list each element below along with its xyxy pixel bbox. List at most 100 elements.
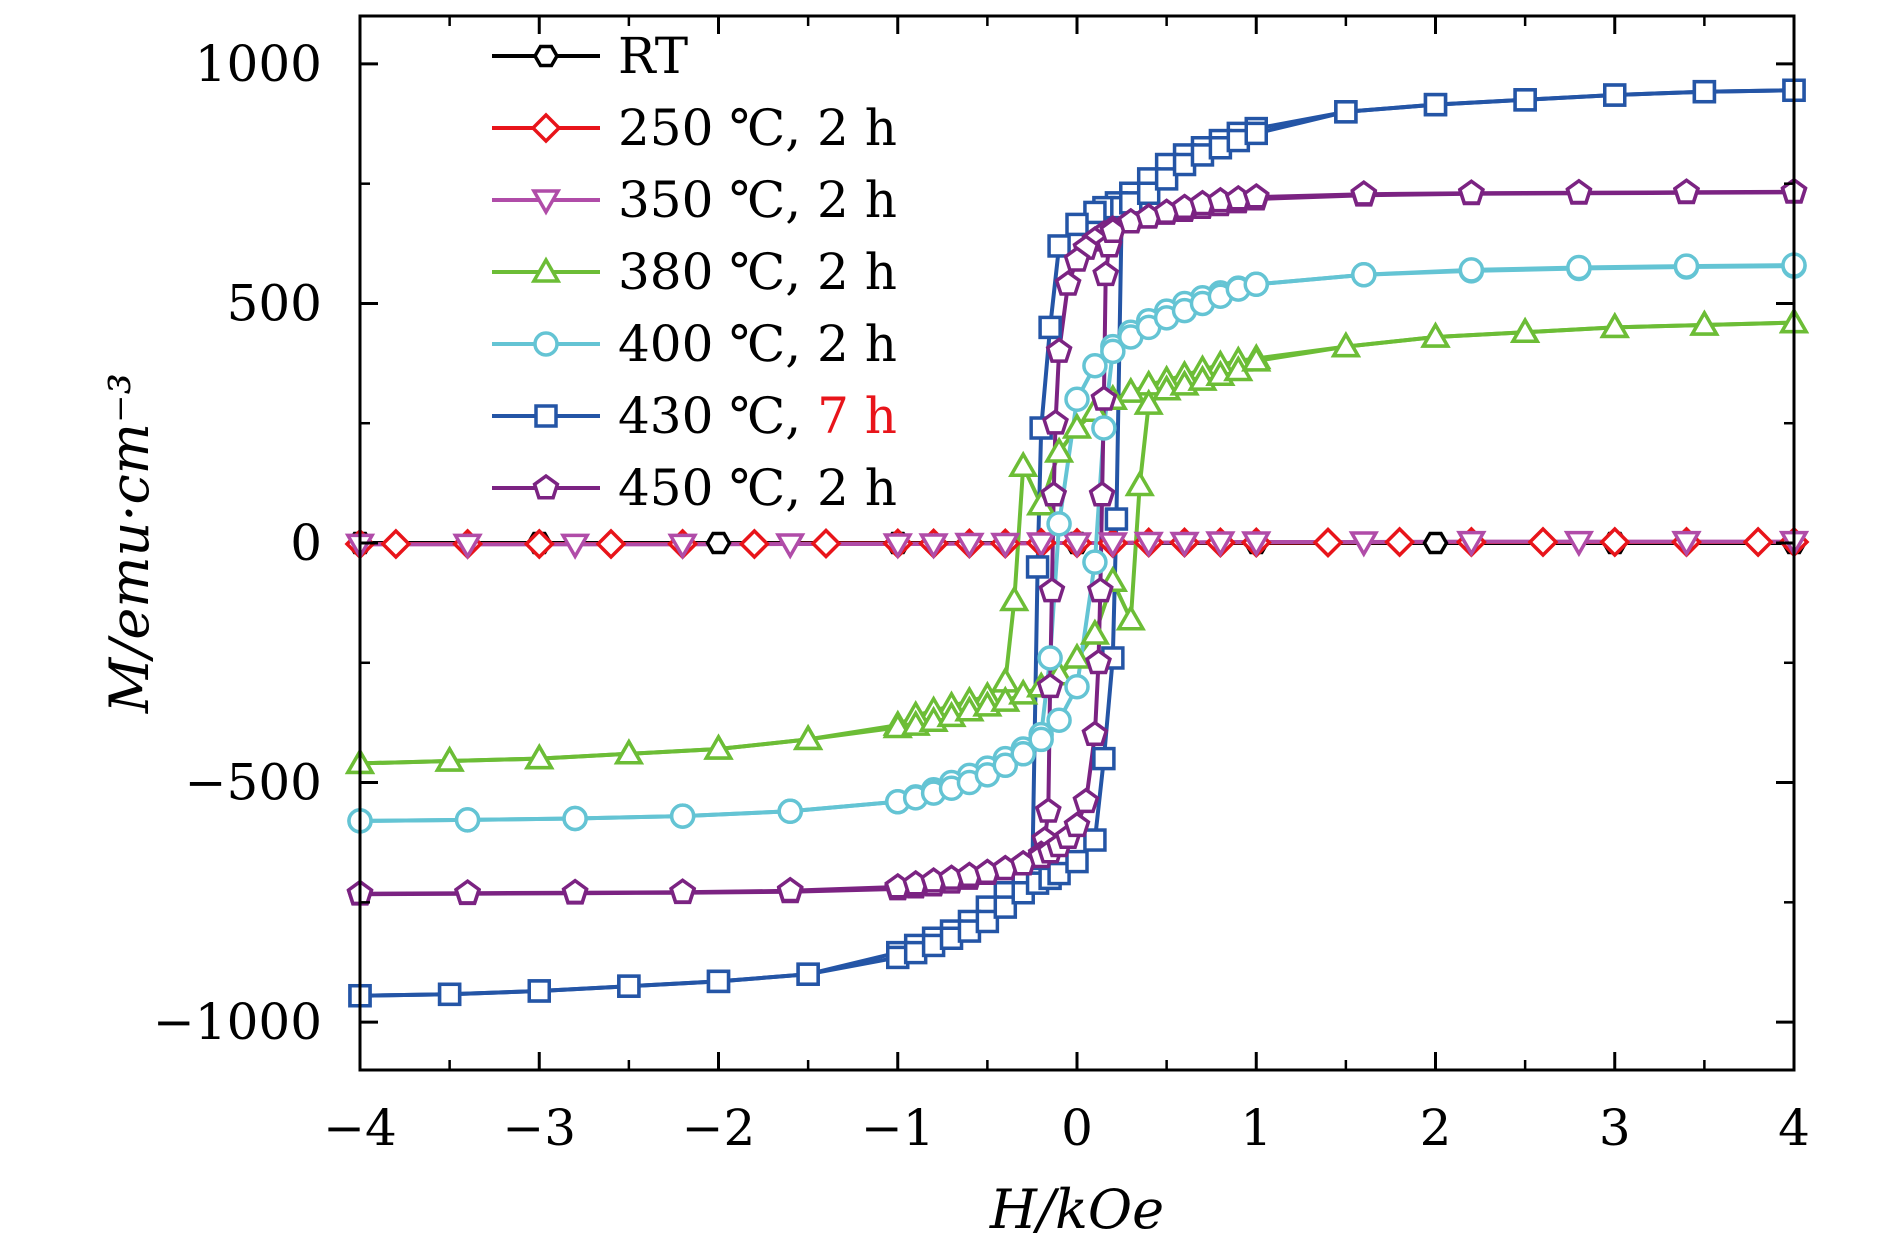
data-point-450-2-h xyxy=(454,879,482,905)
data-point-450-2-h xyxy=(1038,576,1066,603)
data-point-400-2-h xyxy=(1351,261,1377,288)
legend-entry: 450 ℃, 2 h xyxy=(492,459,897,517)
data-point-380-2-h xyxy=(1079,618,1111,645)
data-point-400-2-h xyxy=(669,803,696,829)
data-point-450-2-h xyxy=(561,878,589,905)
data-point-430-7-h xyxy=(975,909,1000,934)
y-tick-label: −500 xyxy=(185,754,322,812)
data-point-450-2-h xyxy=(1090,385,1118,411)
data-point-400-2-h xyxy=(1046,707,1072,734)
data-point-430-7-h xyxy=(1244,121,1268,146)
data-point-450-2-h xyxy=(1457,179,1485,205)
data-point-250-2-h xyxy=(1312,527,1344,558)
data-point-450-2-h xyxy=(1088,480,1116,507)
data-point-400-2-h xyxy=(1100,338,1126,365)
data-point-400-2-h xyxy=(1082,352,1108,379)
data-point-450-2-h xyxy=(1034,797,1062,823)
data-point-400-2-h xyxy=(1566,254,1592,281)
data-point-430-7-h xyxy=(1047,234,1071,258)
data-point-430-7-h xyxy=(706,969,731,994)
data-point-450-2-h xyxy=(1042,409,1069,435)
data-point-380-2-h xyxy=(1124,470,1155,497)
data-point-430-7-h xyxy=(1065,849,1089,874)
data-point-450-2-h xyxy=(1036,672,1064,699)
data-point-250-2-h xyxy=(1742,526,1774,558)
data-point-400-2-h xyxy=(1458,257,1485,283)
data-point-450-2-h xyxy=(1242,182,1270,209)
legend-label: 350 ℃, 2 h xyxy=(618,171,897,229)
data-point-430-7-h xyxy=(1154,167,1179,191)
data-point-400-2-h xyxy=(1064,386,1090,413)
x-tick-label: −2 xyxy=(682,1099,756,1157)
data-point-450-2-h xyxy=(1672,178,1700,204)
data-point-380-2-h xyxy=(999,585,1030,612)
data-point-450-2-h xyxy=(1063,246,1091,272)
data-point-450-2-h xyxy=(1040,480,1068,507)
data-point-380-2-h xyxy=(792,723,824,751)
data-point-350-2-h xyxy=(1133,531,1164,559)
x-axis-title: H/kOe xyxy=(989,1178,1164,1241)
data-point-380-2-h xyxy=(1061,412,1093,439)
legend-entry: 400 ℃, 2 h xyxy=(492,315,897,373)
data-point-430-7-h xyxy=(1083,200,1107,225)
y-tick-label: 0 xyxy=(290,514,322,572)
data-point-380-2-h xyxy=(434,745,465,772)
data-point-450-2-h xyxy=(1086,576,1114,603)
data-point-430-7-h xyxy=(1104,507,1129,531)
legend-marker xyxy=(530,256,562,283)
data-point-400-2-h xyxy=(1028,726,1054,753)
data-point-380-2-h xyxy=(1115,376,1146,403)
y-tick-label: −1000 xyxy=(153,993,322,1051)
data-point-400-2-h xyxy=(562,805,588,832)
data-point-400-2-h xyxy=(1673,253,1700,279)
legend-marker xyxy=(530,189,562,216)
x-tick-label: −3 xyxy=(502,1099,576,1157)
data-point-430-7-h xyxy=(617,974,641,998)
data-point-350-2-h xyxy=(775,533,806,560)
data-point-450-2-h xyxy=(1054,270,1082,296)
plot-markers xyxy=(344,78,1810,1008)
x-tick-label: 4 xyxy=(1778,1099,1810,1157)
data-point-400-2-h xyxy=(454,807,481,833)
data-point-430-7-h xyxy=(527,979,551,1003)
data-point-350-2-h xyxy=(1348,531,1379,558)
x-tick-label: 1 xyxy=(1240,1099,1272,1157)
data-point-450-2-h xyxy=(1565,178,1593,205)
data-point-rt xyxy=(1422,531,1449,555)
data-point-400-2-h xyxy=(1091,415,1117,441)
data-point-430-7-h xyxy=(437,982,462,1007)
data-point-430-7-h xyxy=(1025,555,1050,579)
data-point-250-2-h xyxy=(380,528,412,560)
data-point-rt xyxy=(705,531,732,555)
data-point-250-2-h xyxy=(1527,526,1559,558)
data-point-350-2-h xyxy=(1456,530,1487,558)
y-tick-label: 500 xyxy=(227,274,322,332)
legend-label: 400 ℃, 2 h xyxy=(618,315,897,373)
data-point-350-2-h xyxy=(882,533,913,560)
data-point-450-2-h xyxy=(1063,811,1091,838)
data-point-400-2-h xyxy=(777,798,803,825)
legend-entry: 430 ℃, 7 h xyxy=(492,387,897,445)
data-point-350-2-h xyxy=(1169,531,1200,558)
x-tick-label: 2 xyxy=(1420,1099,1452,1157)
data-point-430-7-h xyxy=(1334,100,1358,124)
data-point-450-2-h xyxy=(669,878,697,904)
x-tick-label: 0 xyxy=(1061,1099,1093,1157)
data-point-350-2-h xyxy=(918,533,949,560)
y-axis-title: M/emu·cm⁻³ xyxy=(98,373,161,714)
data-point-380-2-h xyxy=(1008,450,1039,478)
data-point-350-2-h xyxy=(1061,532,1093,559)
axis-ticks: −4 −3 −2 −1 0 1 2 3 4 −1000 −500 0 500 1000 xyxy=(153,16,1810,1157)
data-point-350-2-h xyxy=(452,533,483,560)
data-point-430-7-h xyxy=(1423,92,1448,117)
legend-entry: 350 ℃, 2 h xyxy=(492,171,897,229)
data-point-400-2-h xyxy=(1046,511,1072,537)
legend-marker xyxy=(534,404,558,428)
data-point-380-2-h xyxy=(524,743,555,770)
data-point-250-2-h xyxy=(523,528,555,560)
data-point-400-2-h xyxy=(1243,271,1269,298)
y-tick-label: 1000 xyxy=(195,35,322,93)
data-point-400-2-h xyxy=(992,752,1019,779)
data-point-430-7-h xyxy=(1047,861,1071,886)
